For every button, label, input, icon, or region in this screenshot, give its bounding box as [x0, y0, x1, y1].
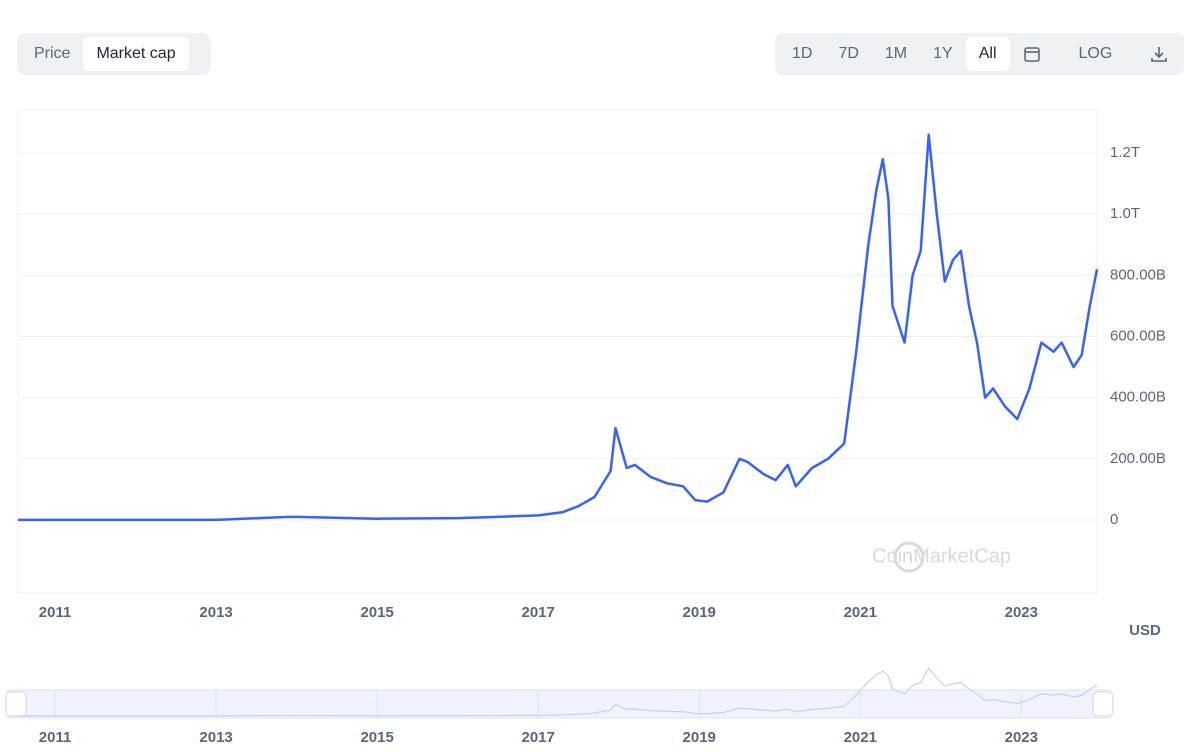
x-tick-label: 2013 [199, 604, 232, 621]
calendar-button[interactable] [1010, 37, 1054, 71]
tab-group: Price Market cap [17, 33, 211, 75]
x-tick-label: 2019 [683, 604, 716, 621]
log-button[interactable]: LOG [1078, 45, 1113, 62]
navigator-tick-label: 2019 [683, 729, 716, 746]
x-tick-label: 2023 [1005, 604, 1038, 621]
y-tick-label: 1.0T [1110, 205, 1140, 222]
x-tick-label: 2021 [844, 604, 877, 621]
x-tick-label: 2015 [360, 604, 393, 621]
calendar-icon [1023, 46, 1040, 62]
y-tick-label: 800.00B [1110, 266, 1166, 283]
watermark-logo [893, 541, 925, 573]
plot-frame [17, 109, 1098, 594]
y-tick-label: 400.00B [1110, 389, 1166, 406]
y-tick-label: 1.2T [1110, 144, 1140, 161]
tab[interactable]: Market cap [83, 37, 189, 71]
x-tick-label: 2011 [39, 604, 72, 621]
navigator-handle[interactable] [1092, 691, 1114, 717]
navigator-tick-label: 2015 [360, 729, 393, 746]
range-button[interactable]: 1Y [933, 45, 953, 62]
y-tick-label: 600.00B [1110, 327, 1166, 344]
navigator-tick-label: 2011 [39, 729, 72, 746]
download-button[interactable] [1137, 37, 1181, 71]
range-button[interactable]: 1M [884, 45, 908, 62]
market-cap-line [18, 133, 1099, 522]
range-button[interactable]: All [965, 37, 1010, 71]
range-group: 1D 7D 1M 1Y All LOG [775, 33, 1184, 75]
navigator-tick-label: 2021 [844, 729, 877, 746]
currency-label: USD [1129, 622, 1161, 639]
watermark: CoinMarketCap [872, 545, 1011, 567]
tab[interactable]: Price [34, 45, 71, 62]
navigator [7, 689, 1111, 719]
range-button[interactable]: 7D [838, 45, 859, 62]
navigator-line [18, 667, 1098, 717]
y-tick-label: 0 [1110, 511, 1118, 528]
navigator-handle[interactable] [5, 691, 27, 717]
range-button[interactable]: 1D [792, 45, 813, 62]
download-icon [1151, 46, 1168, 62]
y-tick-label: 200.00B [1110, 450, 1166, 467]
x-tick-label: 2017 [521, 604, 554, 621]
navigator-tick-label: 2023 [1005, 729, 1038, 746]
navigator-tick-label: 2013 [199, 729, 232, 746]
navigator-tick-label: 2017 [521, 729, 554, 746]
